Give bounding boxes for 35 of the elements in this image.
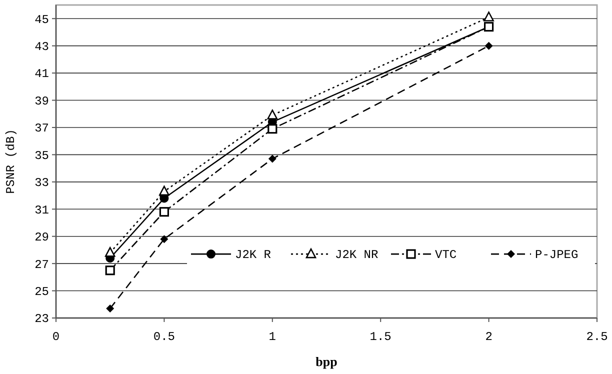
y-tick-label: 31: [34, 203, 49, 218]
x-tick-label: 0.5: [153, 330, 176, 344]
y-axis-title: PSNR (dB): [4, 129, 18, 194]
x-axis-title: bpp: [316, 354, 338, 369]
x-tick-label: 1.5: [370, 330, 392, 344]
y-tick-label: 41: [34, 67, 49, 82]
legend-label: J2K R: [235, 248, 272, 262]
y-tick-label: 37: [34, 122, 49, 136]
y-tick-label: 35: [34, 148, 49, 163]
legend-label: J2K NR: [335, 248, 378, 262]
point: [484, 42, 493, 50]
y-tick-label: 23: [34, 312, 49, 326]
x-tick-label: 0: [52, 330, 60, 344]
point: [268, 154, 276, 163]
y-tick-label: 33: [34, 176, 49, 190]
y-tick-label: 27: [34, 258, 49, 272]
point: [159, 186, 170, 196]
point: [160, 235, 168, 244]
point: [268, 124, 278, 134]
y-tick-label: 25: [34, 284, 49, 299]
x-tick-label: 2: [485, 330, 492, 344]
y-tick-label: 45: [34, 12, 49, 27]
point: [106, 304, 114, 312]
legend-label: VTC: [435, 248, 457, 262]
x-tick-label: 2.5: [586, 330, 608, 344]
y-tick-label: 43: [34, 40, 49, 54]
point: [104, 247, 116, 257]
point: [105, 266, 115, 276]
y-tick-label: 29: [34, 230, 49, 245]
y-tick-label: 39: [34, 94, 49, 108]
point: [267, 110, 278, 120]
point: [484, 12, 494, 22]
x-tick-label: 1: [268, 330, 276, 344]
point: [159, 207, 169, 217]
legend-label: P-JPEG: [535, 248, 578, 262]
